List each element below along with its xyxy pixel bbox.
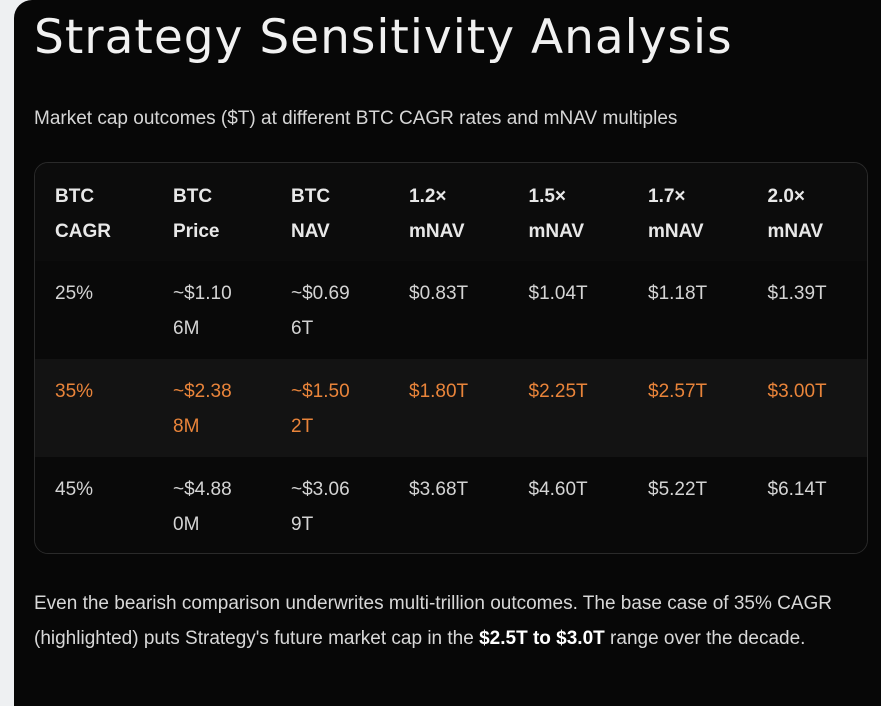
cell-2-0x: $3.00T — [747, 359, 867, 457]
summary-paragraph: Even the bearish comparison underwrites … — [34, 593, 833, 649]
header-1-2x-mnav: 1.2× mNAV — [389, 163, 509, 261]
cell-1-2x: $1.80T — [389, 359, 509, 457]
page-title: Strategy Sensitivity Analysis — [34, 10, 733, 65]
sensitivity-table: BTC CAGR BTC Price BTC NAV 1.2× mNAV 1.5× mNA… — [35, 163, 867, 553]
highlighted-range: $2.5T to $3.0T — [479, 628, 605, 649]
cell-2-0x: $6.14T — [747, 457, 867, 553]
header-2-0x-mnav: 2.0× mNAV — [747, 163, 867, 261]
cell-btc-nav: ~$0.69 6T — [271, 261, 389, 359]
cell-1-7x: $5.22T — [628, 457, 748, 553]
cell-1-2x: $0.83T — [389, 261, 509, 359]
header-1-5x-mnav: 1.5× mNAV — [508, 163, 628, 261]
cell-1-5x: $4.60T — [508, 457, 628, 553]
cell-btc-nav: ~$1.50 2T — [271, 359, 389, 457]
cell-btc-nav: ~$3.06 9T — [271, 457, 389, 553]
cell-btc-price: ~$4.88 0M — [153, 457, 271, 553]
cell-btc-price: ~$2.38 8M — [153, 359, 271, 457]
table-row: 45% ~$4.88 0M ~$3.06 9T $3.68T $4.60T $5.2… — [35, 457, 867, 553]
cell-cagr: 45% — [35, 457, 153, 553]
header-btc-price: BTC Price — [153, 163, 271, 261]
cell-1-5x: $2.25T — [508, 359, 628, 457]
table-row-highlighted: 35% ~$2.38 8M ~$1.50 2T $1.80T $2.25T $2.5… — [35, 359, 867, 457]
page-subtitle: Market cap outcomes ($T) at different BT… — [34, 108, 678, 129]
sensitivity-table-container: BTC CAGR BTC Price BTC NAV 1.2× mNAV 1.5× mNA… — [34, 162, 868, 554]
cell-2-0x: $1.39T — [747, 261, 867, 359]
cell-cagr: 35% — [35, 359, 153, 457]
cell-1-7x: $2.57T — [628, 359, 748, 457]
cell-1-5x: $1.04T — [508, 261, 628, 359]
cell-btc-price: ~$1.10 6M — [153, 261, 271, 359]
content-card: Strategy Sensitivity Analysis Market cap… — [14, 0, 881, 706]
cell-cagr: 25% — [35, 261, 153, 359]
header-btc-nav: BTC NAV — [271, 163, 389, 261]
cell-1-7x: $1.18T — [628, 261, 748, 359]
table-header-row: BTC CAGR BTC Price BTC NAV 1.2× mNAV 1.5× mNA… — [35, 163, 867, 261]
cell-1-2x: $3.68T — [389, 457, 509, 553]
header-btc-cagr: BTC CAGR — [35, 163, 153, 261]
header-1-7x-mnav: 1.7× mNAV — [628, 163, 748, 261]
table-row: 25% ~$1.10 6M ~$0.69 6T $0.83T $1.04T $1.1… — [35, 261, 867, 359]
